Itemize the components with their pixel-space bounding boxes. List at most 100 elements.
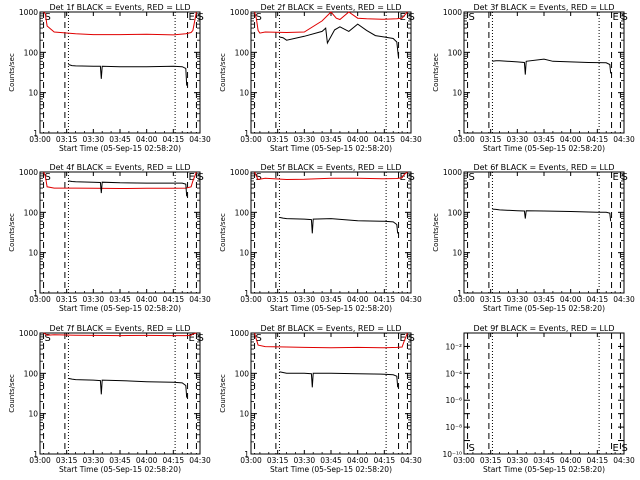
y-tick-label: 100 bbox=[235, 48, 250, 57]
event-marker-letter: S bbox=[45, 172, 51, 183]
event-marker-letter: E bbox=[189, 172, 195, 183]
x-tick-label: 03:30 bbox=[83, 456, 105, 465]
x-tick-label: 03:15 bbox=[56, 135, 78, 144]
event-marker-letter: S bbox=[469, 172, 475, 183]
x-tick-label: 04:30 bbox=[613, 135, 635, 144]
event-marker-letter: S bbox=[621, 443, 627, 454]
y-tick-label: 1000 bbox=[443, 168, 462, 177]
y-tick-label: 10 bbox=[28, 410, 38, 419]
panel-title: Det 3f BLACK = Events, RED = LLD bbox=[473, 3, 614, 12]
y-tick-label: 100 bbox=[448, 48, 463, 57]
x-tick-label: 03:45 bbox=[320, 135, 342, 144]
y-tick-label: 100 bbox=[24, 208, 39, 217]
series-events-line bbox=[279, 216, 399, 234]
panel-det-9f: Det 9f BLACK = Events, RED = LLD 10⁻¹⁰ 10⁻… bbox=[442, 324, 635, 474]
x-tick-label: 04:15 bbox=[587, 135, 609, 144]
y-tick-label: 10⁻⁴ bbox=[445, 369, 462, 378]
x-tick-label: 04:30 bbox=[613, 456, 635, 465]
y-tick-label: 10 bbox=[239, 89, 249, 98]
x-tick-label: 03:00 bbox=[29, 456, 51, 465]
plot-frame bbox=[250, 171, 412, 294]
x-tick-label: 03:45 bbox=[533, 456, 555, 465]
event-marker-letter: S bbox=[621, 172, 627, 183]
y-tick-label: 1 bbox=[457, 129, 462, 138]
x-axis-label: Start Time (05-Sep-15 02:58:20) bbox=[59, 144, 181, 153]
x-tick-label: 03:30 bbox=[294, 295, 316, 304]
plot-frame bbox=[39, 171, 201, 294]
y-tick-label: 100 bbox=[448, 208, 463, 217]
x-tick-label: 03:00 bbox=[453, 456, 475, 465]
x-tick-label: 03:45 bbox=[109, 456, 131, 465]
event-marker-letter: S bbox=[408, 12, 414, 23]
y-tick-label: 1000 bbox=[230, 168, 249, 177]
y-tick-label: 1 bbox=[244, 450, 249, 459]
x-tick-label: 04:00 bbox=[560, 135, 582, 144]
event-marker-letter: E bbox=[613, 443, 619, 454]
x-tick-label: 04:15 bbox=[163, 456, 185, 465]
x-tick-label: 04:30 bbox=[400, 135, 422, 144]
x-tick-label: 03:15 bbox=[56, 456, 78, 465]
plot-frame bbox=[39, 332, 201, 455]
x-tick-label: 03:00 bbox=[29, 135, 51, 144]
series-lld-line bbox=[43, 11, 197, 36]
x-tick-label: 03:45 bbox=[533, 135, 555, 144]
y-tick-label: 1000 bbox=[230, 329, 249, 338]
event-marker-letter: S bbox=[45, 333, 51, 344]
event-marker-letter: S bbox=[256, 12, 262, 23]
panel-det-3f: Det 3f BLACK = Events, RED = LLD 1 10 100 10… bbox=[432, 3, 635, 153]
panel-title: Det 6f BLACK = Events, RED = LLD bbox=[473, 163, 614, 172]
x-tick-label: 03:15 bbox=[480, 135, 502, 144]
y-tick-label: 10⁻⁶ bbox=[445, 396, 462, 405]
x-axis-label: Start Time (05-Sep-15 02:58:20) bbox=[270, 465, 392, 474]
y-tick-label: 10⁻² bbox=[445, 342, 462, 351]
x-tick-label: 04:15 bbox=[374, 135, 396, 144]
event-marker-letter: E bbox=[613, 172, 619, 183]
y-tick-label: 100 bbox=[24, 48, 39, 57]
x-tick-label: 03:45 bbox=[109, 135, 131, 144]
y-tick-label: 1 bbox=[33, 129, 38, 138]
series-lld-line bbox=[254, 332, 408, 349]
panel-det-2f: Det 2f BLACK = Events, RED = LLD 1 10 100 10… bbox=[219, 3, 422, 153]
y-tick-label: 100 bbox=[235, 369, 250, 378]
series-lld-line bbox=[43, 332, 197, 337]
y-tick-label: 10 bbox=[28, 249, 38, 258]
panel-det-8f: Det 8f BLACK = Events, RED = LLD 1 10 100 10… bbox=[219, 324, 422, 474]
x-tick-label: 03:30 bbox=[507, 295, 529, 304]
series-events-line bbox=[68, 64, 188, 86]
series-events-line bbox=[279, 23, 400, 59]
panel-det-7f: Det 7f BLACK = Events, RED = LLD 1 10 100 10… bbox=[8, 324, 211, 474]
x-axis-label: Start Time (05-Sep-15 02:58:20) bbox=[270, 304, 392, 313]
x-tick-label: 04:30 bbox=[400, 456, 422, 465]
y-tick-label: 1000 bbox=[19, 168, 38, 177]
x-tick-label: 04:15 bbox=[374, 295, 396, 304]
panel-title: Det 4f BLACK = Events, RED = LLD bbox=[49, 163, 190, 172]
event-marker-letter: E bbox=[189, 12, 195, 23]
y-tick-label: 10 bbox=[452, 89, 462, 98]
panel-title: Det 5f BLACK = Events, RED = LLD bbox=[260, 163, 401, 172]
series-events-line bbox=[68, 180, 188, 197]
panel-det-6f: Det 6f BLACK = Events, RED = LLD 1 10 100 10… bbox=[432, 163, 635, 313]
x-tick-label: 03:15 bbox=[56, 295, 78, 304]
panel-title: Det 8f BLACK = Events, RED = LLD bbox=[260, 324, 401, 333]
event-marker-letter: E bbox=[189, 333, 195, 344]
event-marker-letter: S bbox=[469, 12, 475, 23]
y-tick-label: 1000 bbox=[443, 8, 462, 17]
y-tick-label: 1 bbox=[33, 289, 38, 298]
x-tick-label: 04:00 bbox=[347, 456, 369, 465]
event-marker-letter: E bbox=[613, 12, 619, 23]
y-tick-label: 10⁻¹⁰ bbox=[442, 450, 462, 459]
x-tick-label: 03:30 bbox=[294, 456, 316, 465]
y-tick-label: 100 bbox=[24, 369, 39, 378]
x-axis-label: Start Time (05-Sep-15 02:58:20) bbox=[59, 465, 181, 474]
event-marker-letter: E bbox=[400, 333, 406, 344]
event-marker-letter: S bbox=[197, 12, 203, 23]
x-tick-label: 04:00 bbox=[347, 295, 369, 304]
x-tick-label: 03:15 bbox=[480, 456, 502, 465]
x-tick-label: 04:30 bbox=[189, 135, 211, 144]
y-axis-label: Counts/sec bbox=[8, 213, 16, 252]
event-marker-letter: S bbox=[621, 12, 627, 23]
y-tick-label: 1000 bbox=[230, 8, 249, 17]
series-lld-line bbox=[254, 11, 408, 34]
y-tick-label: 1 bbox=[244, 129, 249, 138]
event-marker-letter: S bbox=[197, 333, 203, 344]
